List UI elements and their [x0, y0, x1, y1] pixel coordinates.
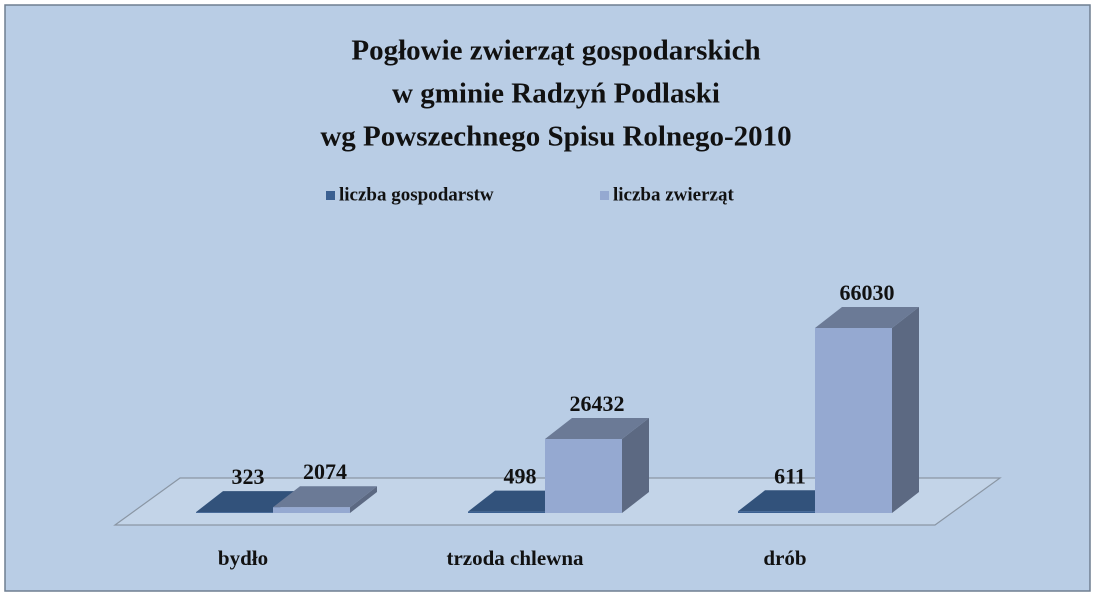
value-label: 323	[232, 464, 265, 489]
legend-swatch	[326, 191, 335, 200]
legend-label: liczba zwierząt	[613, 184, 734, 205]
bar-front	[196, 512, 273, 513]
legend-swatch	[600, 191, 609, 200]
x-tick-label: drób	[763, 546, 806, 570]
bar-front	[815, 328, 892, 513]
bar	[545, 417, 649, 513]
chart-title: w gminie Radzyń Podlaski	[392, 78, 720, 110]
value-label: 66030	[840, 280, 895, 305]
bar-side	[350, 486, 377, 513]
x-tick-label: trzoda chlewna	[446, 546, 584, 570]
value-label: 26432	[570, 391, 625, 416]
bar-top	[815, 307, 919, 328]
bar-side	[622, 417, 649, 513]
bar-front	[545, 438, 622, 513]
chart-title: wg Powszechnego Spisu Rolnego-2010	[320, 121, 791, 153]
legend-label: liczba gospodarstw	[339, 184, 494, 205]
x-tick-label: bydło	[218, 546, 268, 570]
value-label: 498	[504, 464, 537, 489]
value-label: 2074	[303, 459, 347, 484]
chart-title: Pogłowie zwierząt gospodarskich	[351, 35, 760, 67]
bar-front	[273, 507, 350, 513]
bar-top	[545, 417, 649, 439]
bar-front	[468, 511, 545, 513]
bar	[273, 486, 377, 513]
bar	[815, 307, 919, 513]
bar-front	[738, 511, 815, 513]
bar-top	[273, 486, 377, 508]
bar-side	[892, 307, 919, 513]
value-label: 611	[774, 463, 806, 488]
